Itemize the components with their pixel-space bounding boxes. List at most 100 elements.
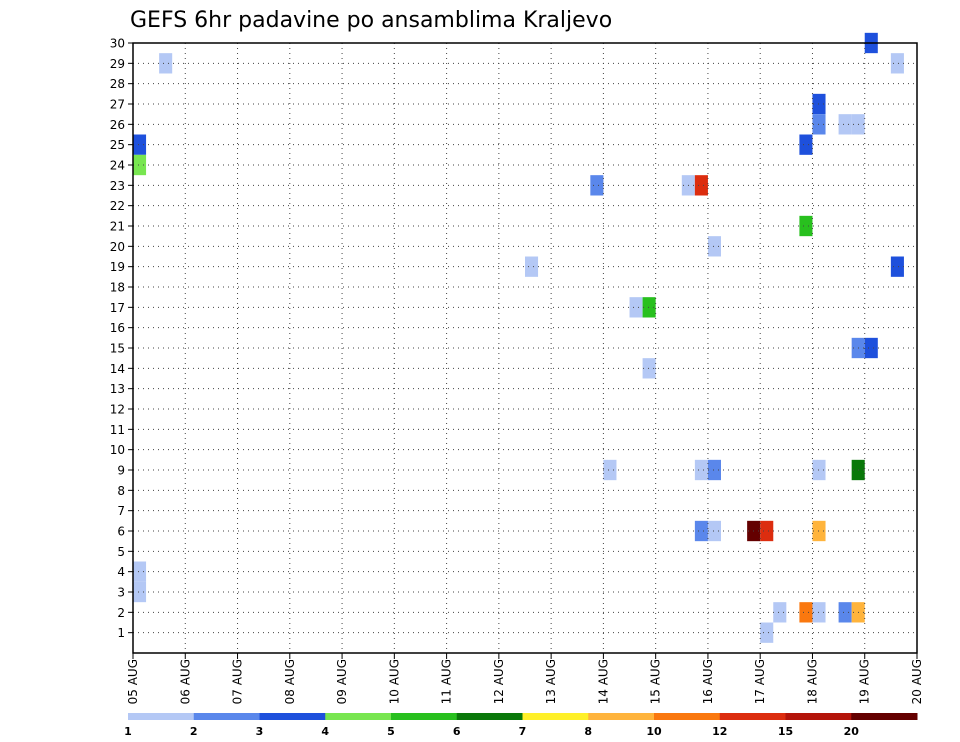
precip-cell xyxy=(603,459,617,481)
x-tick-label: 13 AUG xyxy=(544,659,558,704)
x-tick-label: 20 AUG xyxy=(910,659,924,704)
colorbar-label: 20 xyxy=(844,725,860,738)
x-tick-label: 14 AUG xyxy=(596,659,610,704)
precip-cell xyxy=(133,561,147,582)
x-tick-label: 06 AUG xyxy=(178,659,192,704)
y-tick-label: 15 xyxy=(110,342,125,356)
x-tick-label: 05 AUG xyxy=(126,659,140,704)
precip-cell xyxy=(799,602,813,623)
y-tick-label: 24 xyxy=(110,159,125,173)
y-tick-label: 3 xyxy=(117,586,125,600)
colorbar-label: 6 xyxy=(453,725,461,738)
precip-cell xyxy=(642,297,656,318)
y-tick-label: 6 xyxy=(117,525,125,539)
precip-cell xyxy=(590,175,604,196)
precip-cell xyxy=(694,459,708,481)
y-tick-label: 2 xyxy=(117,606,125,620)
precip-cell xyxy=(799,215,813,237)
x-tick-label: 09 AUG xyxy=(335,659,349,704)
precip-cell xyxy=(864,337,878,359)
y-tick-label: 25 xyxy=(110,138,125,152)
colorbar-swatch xyxy=(325,713,392,720)
grid-layer xyxy=(133,42,917,653)
x-tick-label: 12 AUG xyxy=(492,659,506,704)
colorbar-label: 3 xyxy=(256,725,264,738)
precip-cell xyxy=(838,602,852,623)
precip-cell xyxy=(890,53,904,74)
colorbar-label: 4 xyxy=(321,725,329,738)
x-tick-label: 11 AUG xyxy=(440,659,454,704)
y-tick-label: 29 xyxy=(110,57,125,71)
colorbar-label: 1 xyxy=(124,725,132,738)
y-tick-label: 14 xyxy=(110,362,125,376)
colorbar-swatch xyxy=(588,713,655,720)
colorbar-label: 5 xyxy=(387,725,395,738)
precip-cell xyxy=(799,134,813,155)
colorbar-swatch xyxy=(785,713,852,720)
y-tick-label: 10 xyxy=(110,443,125,457)
precip-cell xyxy=(159,53,173,74)
colorbar-label: 2 xyxy=(190,725,198,738)
colorbar-swatch xyxy=(193,713,260,720)
x-tick-label: 16 AUG xyxy=(701,659,715,704)
y-tick-label: 11 xyxy=(110,423,125,437)
y-axis: 1234567891011121314151617181920212223242… xyxy=(110,37,133,640)
y-tick-label: 17 xyxy=(110,301,125,315)
precip-cell xyxy=(707,520,721,542)
y-tick-label: 30 xyxy=(110,37,125,51)
y-tick-label: 23 xyxy=(110,179,125,193)
y-tick-label: 16 xyxy=(110,321,125,335)
y-tick-label: 5 xyxy=(117,545,125,559)
chart-title: GEFS 6hr padavine po ansamblima Kraljevo xyxy=(130,8,612,33)
colorbar-label: 7 xyxy=(519,725,527,738)
y-tick-label: 8 xyxy=(117,484,125,498)
y-tick-label: 1 xyxy=(117,626,125,640)
y-tick-label: 13 xyxy=(110,382,125,396)
precip-cell xyxy=(525,256,539,277)
precip-cell xyxy=(133,134,147,155)
colorbar-swatch xyxy=(851,713,918,720)
colorbar-label: 8 xyxy=(584,725,592,738)
colorbar-swatch xyxy=(654,713,721,720)
precip-cell xyxy=(694,175,708,196)
colorbar-swatch xyxy=(456,713,523,720)
colorbar-swatch xyxy=(391,713,458,720)
y-tick-label: 7 xyxy=(117,504,125,518)
colorbar-swatch xyxy=(522,713,589,720)
precip-cell xyxy=(890,256,904,277)
x-tick-label: 15 AUG xyxy=(649,659,663,704)
colorbar-swatch xyxy=(128,713,195,720)
precip-cell xyxy=(760,622,774,643)
x-tick-label: 18 AUG xyxy=(805,659,819,704)
precip-cell xyxy=(694,520,708,542)
y-tick-label: 19 xyxy=(110,260,125,274)
x-tick-label: 07 AUG xyxy=(231,659,245,704)
y-tick-label: 18 xyxy=(110,281,125,295)
colorbar-label: 10 xyxy=(646,725,662,738)
precip-cell xyxy=(133,154,147,176)
x-tick-label: 19 AUG xyxy=(858,659,872,704)
precip-cell xyxy=(707,236,721,257)
y-tick-label: 20 xyxy=(110,240,125,254)
x-axis: 05 AUG 06 AUG 07 AUG 08 AUG 09 AUG 10 AUG 11 A… xyxy=(126,653,924,704)
y-tick-label: 12 xyxy=(110,403,125,417)
colorbar-swatch xyxy=(719,713,786,720)
y-tick-label: 28 xyxy=(110,77,125,91)
x-tick-label: 17 AUG xyxy=(753,659,767,704)
precip-cell xyxy=(629,297,643,318)
precip-cell xyxy=(773,602,787,623)
y-tick-label: 26 xyxy=(110,118,125,132)
precip-cell xyxy=(838,114,852,135)
precip-cell xyxy=(707,459,721,481)
colorbar-swatch xyxy=(259,713,326,720)
precip-cell xyxy=(642,358,656,379)
y-tick-label: 21 xyxy=(110,220,125,234)
precip-cell xyxy=(133,581,147,603)
colorbar-label: 15 xyxy=(778,725,793,738)
x-tick-label: 10 AUG xyxy=(387,659,401,704)
precip-cell xyxy=(760,520,774,542)
y-tick-label: 4 xyxy=(117,565,125,579)
colorbar-label: 12 xyxy=(712,725,727,738)
y-tick-label: 27 xyxy=(110,98,125,112)
